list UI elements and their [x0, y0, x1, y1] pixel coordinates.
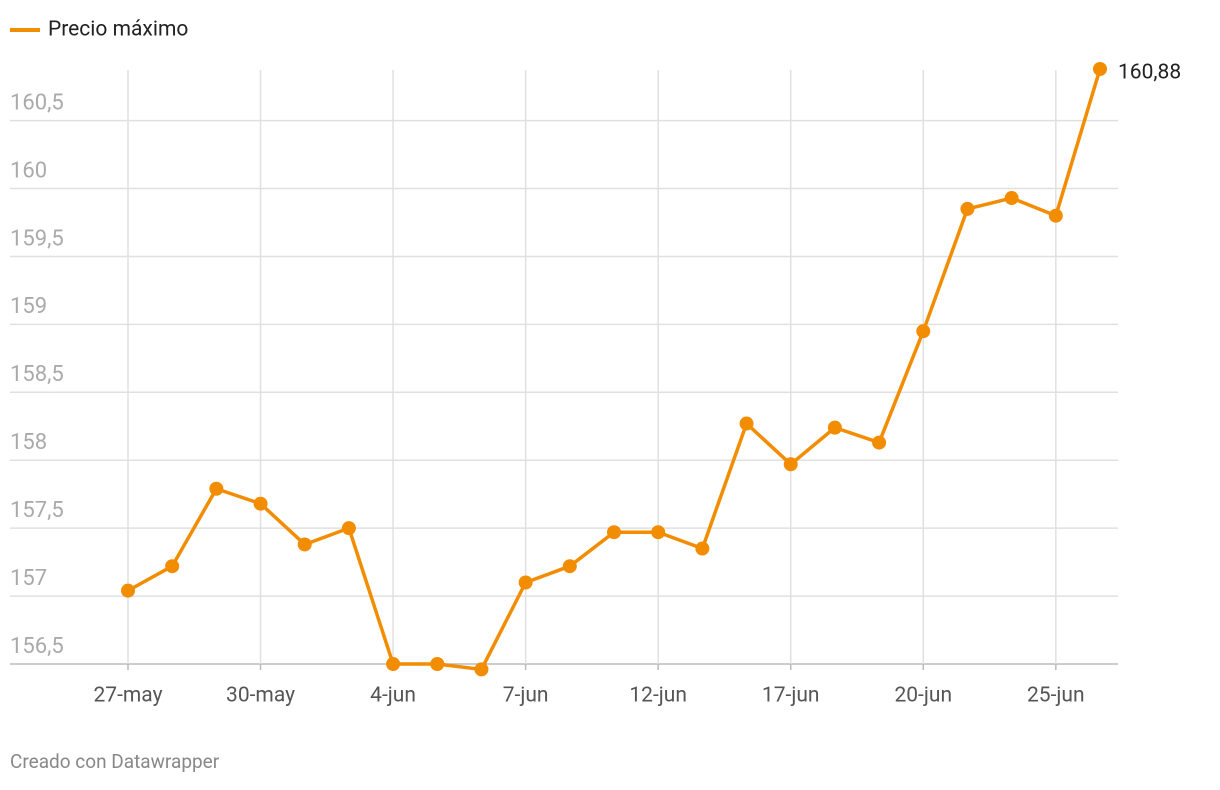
point	[209, 481, 224, 496]
line	[127, 68, 1102, 672]
x-tick-label: 20-jun	[894, 684, 952, 708]
x-tick-label: 4-jun	[370, 684, 416, 708]
y-tick-label: 159	[10, 294, 47, 319]
y-tick-label: 158	[10, 430, 47, 455]
y-tick-label: 157	[10, 566, 47, 591]
point	[121, 583, 135, 598]
y-tick-label: 160,5	[10, 90, 64, 115]
point	[827, 420, 842, 435]
point	[607, 525, 621, 540]
x-tick-label: 7-jun	[503, 684, 549, 708]
point	[562, 559, 577, 574]
y-tick-label: 156,5	[10, 634, 64, 659]
point	[651, 525, 666, 540]
credit: Creado con Datawrapper	[10, 750, 220, 773]
data-label: 160,88	[1118, 61, 1181, 85]
y-tick-label: 159,5	[10, 226, 64, 251]
point	[872, 435, 887, 450]
point	[1048, 208, 1063, 223]
y-tick-label: 160	[10, 158, 47, 183]
point	[695, 541, 710, 556]
point	[386, 657, 401, 671]
x-tick-label: 17-jun	[762, 684, 820, 708]
point	[783, 457, 798, 472]
point	[1093, 62, 1107, 76]
point	[960, 201, 975, 216]
legend-label: Precio máximo	[48, 18, 188, 42]
x-tick-label: 30-may	[226, 684, 295, 708]
point	[297, 537, 312, 552]
point	[518, 575, 533, 590]
x-tick-label: 12-jun	[629, 684, 687, 708]
point	[253, 496, 268, 511]
point	[1004, 191, 1019, 206]
point	[739, 416, 754, 431]
point	[341, 521, 356, 536]
x-tick-label: 25-jun	[1027, 684, 1085, 708]
point	[916, 324, 931, 339]
point	[430, 657, 445, 671]
y-tick-label: 158,5	[10, 362, 64, 387]
point	[165, 559, 180, 574]
point	[474, 662, 489, 677]
x-tick-label: 27-may	[93, 684, 162, 708]
y-tick-label: 157,5	[10, 498, 64, 523]
